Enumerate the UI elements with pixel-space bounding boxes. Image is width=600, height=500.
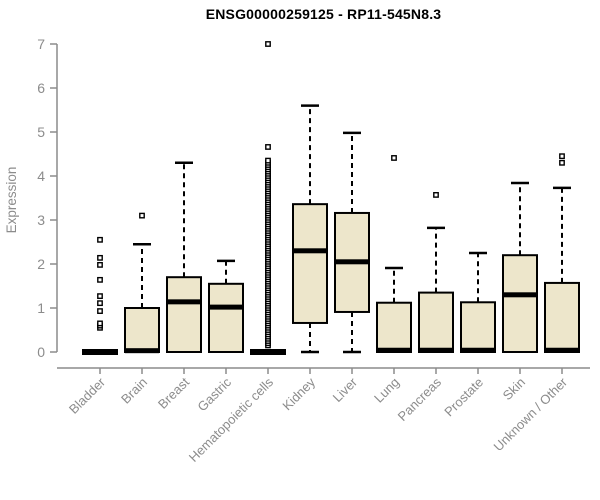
box-unknown-other-outlier bbox=[559, 153, 565, 160]
box-bladder-outlier bbox=[97, 236, 103, 243]
box-bladder-outlier bbox=[97, 276, 103, 283]
y-tick-label: 0 bbox=[37, 344, 45, 360]
y-tick-label: 4 bbox=[37, 168, 45, 184]
box-skin bbox=[502, 254, 538, 353]
x-tick-label: Skin bbox=[500, 375, 528, 403]
box-hematopoietic-cells-outlier bbox=[265, 41, 271, 47]
y-tick-label: 7 bbox=[37, 36, 45, 52]
box-liver-median bbox=[335, 259, 369, 265]
box-pancreas bbox=[418, 291, 454, 354]
y-tick-label: 1 bbox=[37, 300, 45, 316]
box-lung-median bbox=[377, 347, 411, 353]
box-bladder-outlier bbox=[97, 254, 103, 261]
box-pancreas-outlier bbox=[433, 192, 439, 198]
y-tick-label: 6 bbox=[37, 80, 45, 96]
x-tick-label: Bladder bbox=[66, 374, 109, 417]
box-bladder-outlier bbox=[97, 308, 103, 314]
x-tick-label: Breast bbox=[155, 374, 192, 411]
box-kidney-median bbox=[293, 248, 327, 254]
x-tick-label: Kidney bbox=[279, 374, 318, 413]
box-unknown-other-outlier bbox=[559, 159, 565, 166]
box-bladder-collapsed bbox=[82, 349, 118, 355]
box-bladder-outlier bbox=[97, 293, 103, 300]
box-gastric-median bbox=[209, 304, 243, 310]
y-tick-label: 5 bbox=[37, 124, 45, 140]
box-lung-outlier bbox=[391, 155, 397, 161]
box-brain-outlier bbox=[139, 212, 145, 219]
x-tick-label: Pancreas bbox=[395, 374, 445, 424]
box-hematopoietic-cells-collapsed bbox=[250, 349, 286, 355]
box-breast bbox=[166, 276, 202, 354]
box-breast-median bbox=[167, 299, 201, 305]
box-bladder-outlier bbox=[97, 320, 103, 327]
box-hematopoietic-cells-outlier bbox=[265, 157, 271, 164]
box-prostate-median bbox=[461, 347, 495, 353]
box-lung bbox=[376, 301, 412, 353]
y-tick-label: 2 bbox=[37, 256, 45, 272]
box-bladder-outlier bbox=[97, 261, 103, 268]
x-tick-label: Unknown / Other bbox=[491, 374, 571, 454]
box-brain bbox=[124, 307, 160, 353]
x-tick-label: Prostate bbox=[441, 375, 486, 420]
box-unknown-other bbox=[544, 281, 580, 354]
box-pancreas-median bbox=[419, 347, 453, 353]
chart-title: ENSG00000259125 - RP11-545N8.3 bbox=[205, 6, 442, 22]
box-unknown-other-median bbox=[545, 347, 579, 353]
box-gastric bbox=[208, 282, 244, 353]
x-tick-label: Lung bbox=[371, 375, 402, 406]
x-tick-label: Gastric bbox=[194, 374, 234, 414]
box-hematopoietic-cells-outlier bbox=[265, 144, 271, 150]
x-tick-label: Liver bbox=[330, 374, 361, 405]
y-tick-label: 3 bbox=[37, 212, 45, 228]
box-brain-median bbox=[125, 348, 159, 354]
box-prostate bbox=[460, 301, 496, 353]
box-bladder-outlier bbox=[97, 300, 103, 307]
x-tick-label: Brain bbox=[118, 375, 150, 407]
box-skin-median bbox=[503, 292, 537, 298]
box-kidney bbox=[292, 203, 328, 324]
